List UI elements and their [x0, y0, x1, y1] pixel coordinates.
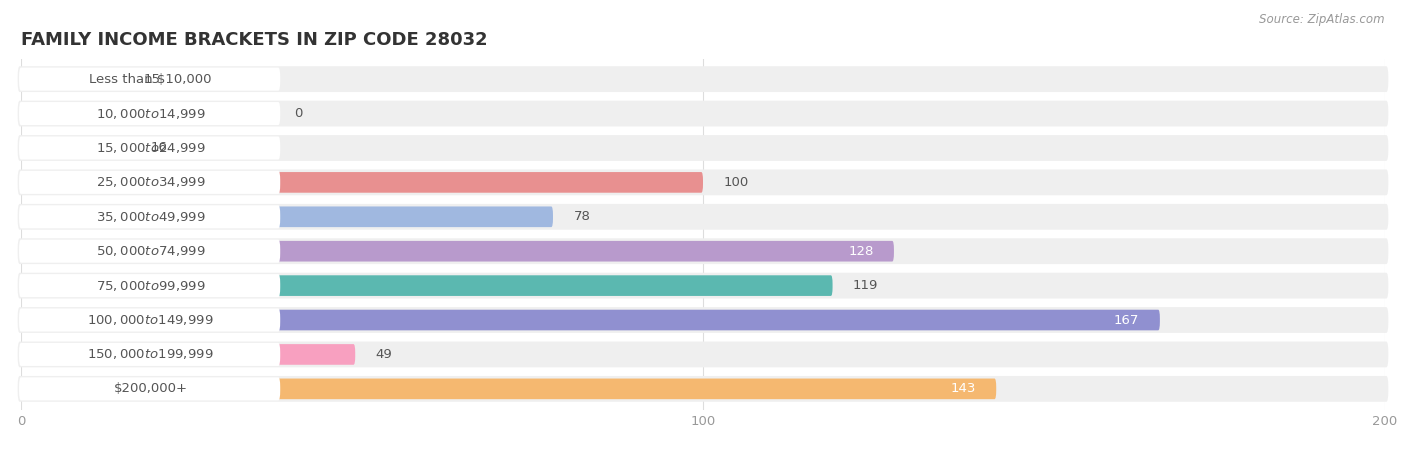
Text: Less than $10,000: Less than $10,000	[90, 72, 212, 86]
FancyBboxPatch shape	[18, 342, 1388, 367]
FancyBboxPatch shape	[21, 207, 553, 227]
Text: $150,000 to $199,999: $150,000 to $199,999	[87, 347, 214, 361]
Text: $50,000 to $74,999: $50,000 to $74,999	[96, 244, 205, 258]
FancyBboxPatch shape	[20, 171, 280, 194]
FancyBboxPatch shape	[21, 172, 703, 193]
FancyBboxPatch shape	[21, 310, 1160, 330]
FancyBboxPatch shape	[18, 135, 1388, 161]
FancyBboxPatch shape	[20, 343, 280, 366]
Text: 78: 78	[574, 210, 591, 223]
FancyBboxPatch shape	[21, 378, 997, 399]
FancyBboxPatch shape	[21, 138, 131, 158]
FancyBboxPatch shape	[18, 307, 1388, 333]
FancyBboxPatch shape	[20, 309, 280, 332]
Text: 167: 167	[1114, 314, 1139, 327]
Text: 100: 100	[724, 176, 749, 189]
FancyBboxPatch shape	[18, 273, 1388, 298]
Text: Source: ZipAtlas.com: Source: ZipAtlas.com	[1260, 14, 1385, 27]
FancyBboxPatch shape	[20, 205, 280, 228]
FancyBboxPatch shape	[20, 377, 280, 400]
FancyBboxPatch shape	[18, 66, 1388, 92]
FancyBboxPatch shape	[20, 240, 280, 263]
FancyBboxPatch shape	[20, 102, 280, 125]
FancyBboxPatch shape	[18, 170, 1388, 195]
FancyBboxPatch shape	[18, 204, 1388, 230]
Text: $100,000 to $149,999: $100,000 to $149,999	[87, 313, 214, 327]
Text: 15: 15	[143, 72, 160, 86]
Text: $10,000 to $14,999: $10,000 to $14,999	[96, 107, 205, 121]
Text: 0: 0	[294, 107, 302, 120]
Text: $75,000 to $99,999: $75,000 to $99,999	[96, 279, 205, 292]
FancyBboxPatch shape	[20, 136, 280, 159]
FancyBboxPatch shape	[18, 101, 1388, 126]
Text: $35,000 to $49,999: $35,000 to $49,999	[96, 210, 205, 224]
FancyBboxPatch shape	[20, 68, 280, 91]
FancyBboxPatch shape	[21, 241, 894, 261]
Text: $200,000+: $200,000+	[114, 382, 187, 396]
FancyBboxPatch shape	[21, 344, 356, 365]
Text: 119: 119	[853, 279, 879, 292]
FancyBboxPatch shape	[20, 274, 280, 297]
Text: 128: 128	[848, 245, 873, 258]
FancyBboxPatch shape	[18, 376, 1388, 402]
Text: 49: 49	[375, 348, 392, 361]
FancyBboxPatch shape	[18, 238, 1388, 264]
FancyBboxPatch shape	[21, 69, 124, 90]
Text: FAMILY INCOME BRACKETS IN ZIP CODE 28032: FAMILY INCOME BRACKETS IN ZIP CODE 28032	[21, 31, 488, 49]
Text: $25,000 to $34,999: $25,000 to $34,999	[96, 176, 205, 189]
Text: $15,000 to $24,999: $15,000 to $24,999	[96, 141, 205, 155]
Text: 143: 143	[950, 382, 976, 396]
Text: 16: 16	[150, 141, 167, 154]
FancyBboxPatch shape	[21, 275, 832, 296]
